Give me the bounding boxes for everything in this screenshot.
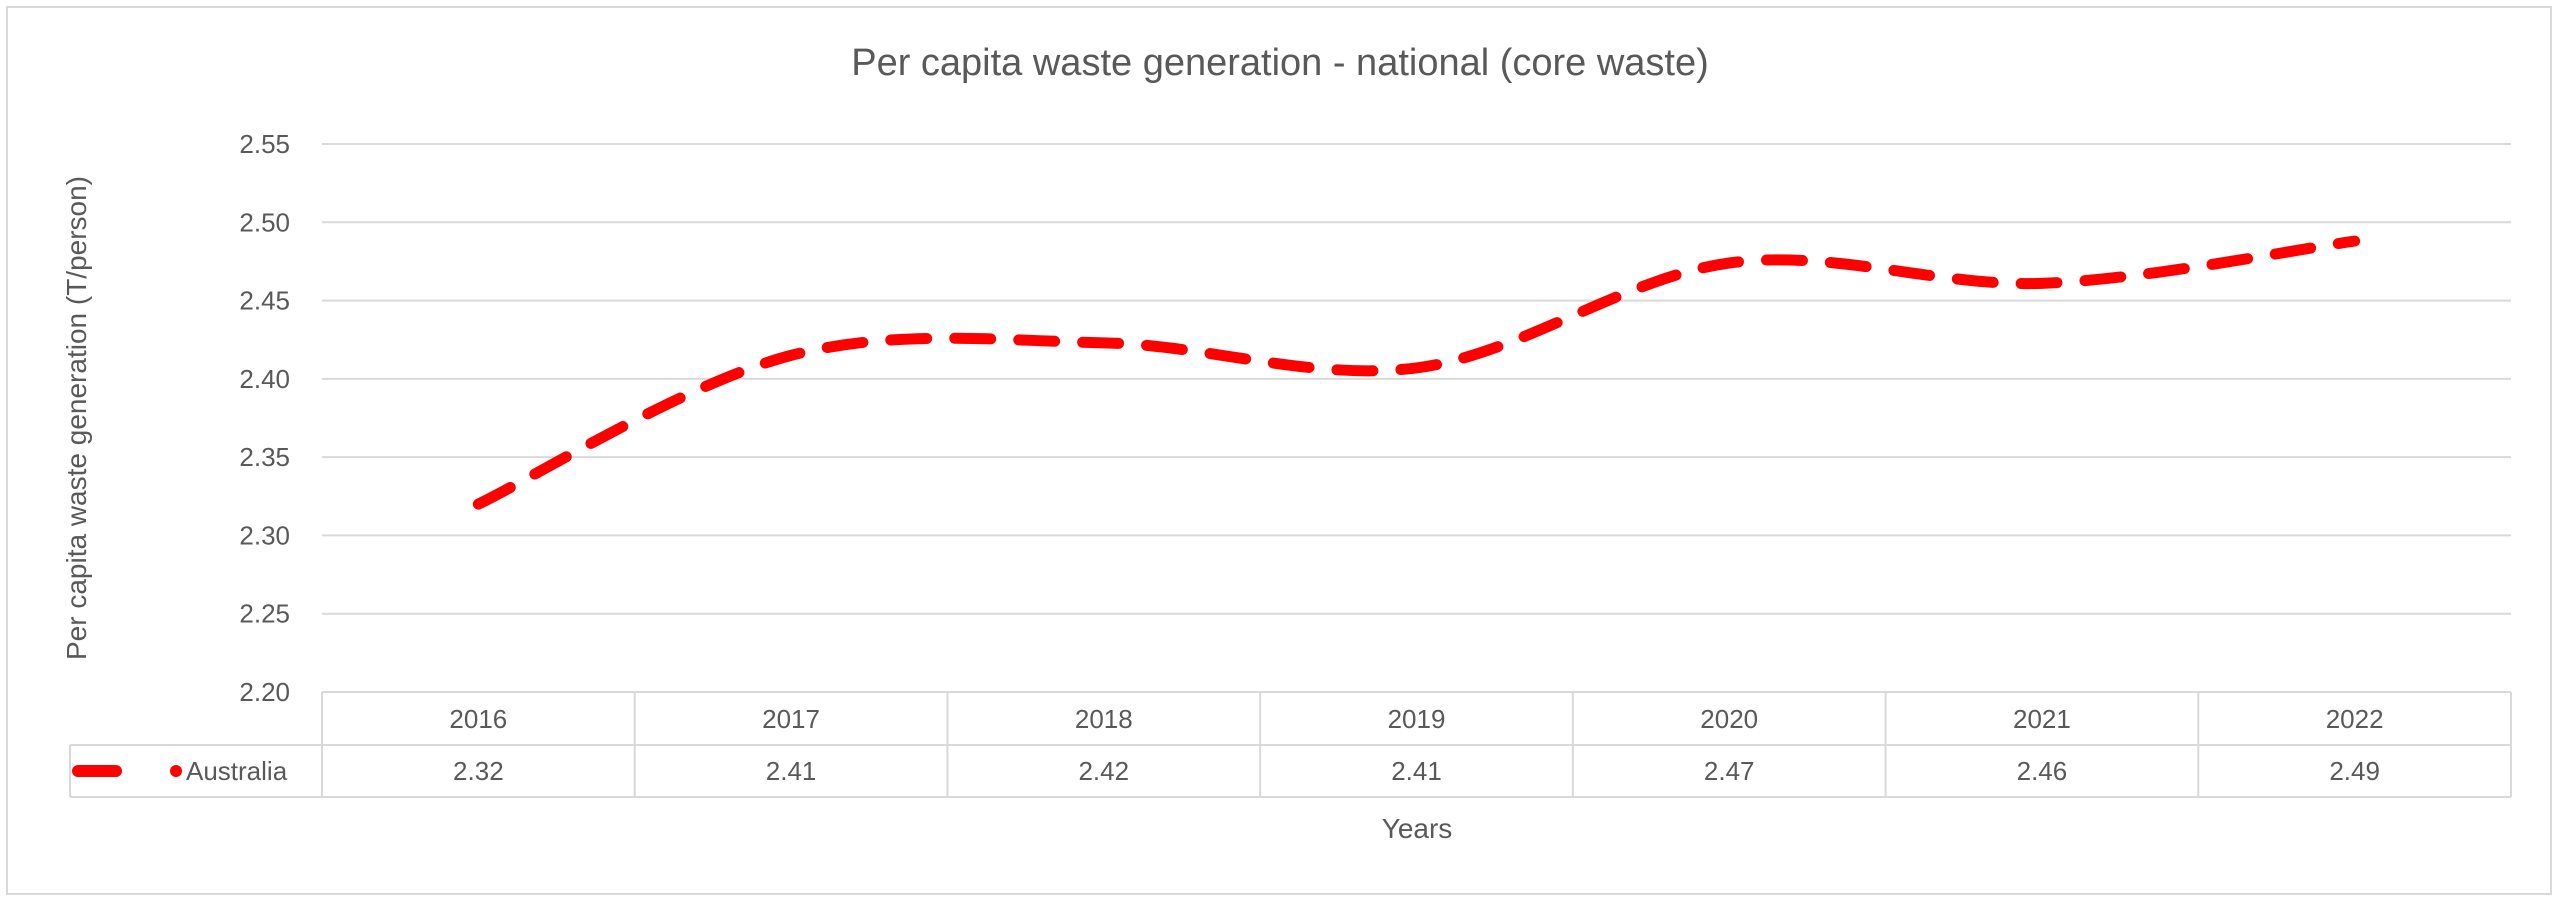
x-category-label: 2022 bbox=[2326, 704, 2384, 734]
y-tick-label: 2.25 bbox=[239, 599, 290, 629]
x-category-label: 2020 bbox=[1700, 704, 1758, 734]
y-tick-label: 2.30 bbox=[239, 520, 290, 550]
x-category-label: 2019 bbox=[1388, 704, 1446, 734]
data-table-value: 2.32 bbox=[453, 756, 504, 786]
x-category-label: 2018 bbox=[1075, 704, 1133, 734]
y-tick-label: 2.45 bbox=[239, 286, 290, 316]
chart-border bbox=[6, 6, 2552, 895]
x-category-label: 2021 bbox=[2013, 704, 2071, 734]
x-category-label: 2016 bbox=[449, 704, 507, 734]
data-table-value: 2.41 bbox=[1391, 756, 1442, 786]
data-table-value: 2.46 bbox=[2017, 756, 2068, 786]
y-tick-label: 2.50 bbox=[239, 207, 290, 237]
y-tick-label: 2.55 bbox=[239, 129, 290, 159]
y-tick-label: 2.20 bbox=[239, 677, 290, 707]
data-table-value: 2.47 bbox=[1704, 756, 1755, 786]
series-line-australia bbox=[472, 235, 2361, 510]
data-table-value: 2.42 bbox=[1078, 756, 1129, 786]
legend-series-name: Australia bbox=[186, 756, 288, 786]
data-table-value: 2.49 bbox=[2329, 756, 2380, 786]
x-category-label: 2017 bbox=[762, 704, 820, 734]
chart-title: Per capita waste generation - national (… bbox=[851, 42, 1709, 84]
legend-marker-icon bbox=[170, 765, 182, 777]
y-tick-label: 2.40 bbox=[239, 364, 290, 394]
data-table-value: 2.41 bbox=[766, 756, 817, 786]
x-axis-title: Years bbox=[1381, 813, 1453, 844]
y-tick-label: 2.35 bbox=[239, 442, 290, 472]
